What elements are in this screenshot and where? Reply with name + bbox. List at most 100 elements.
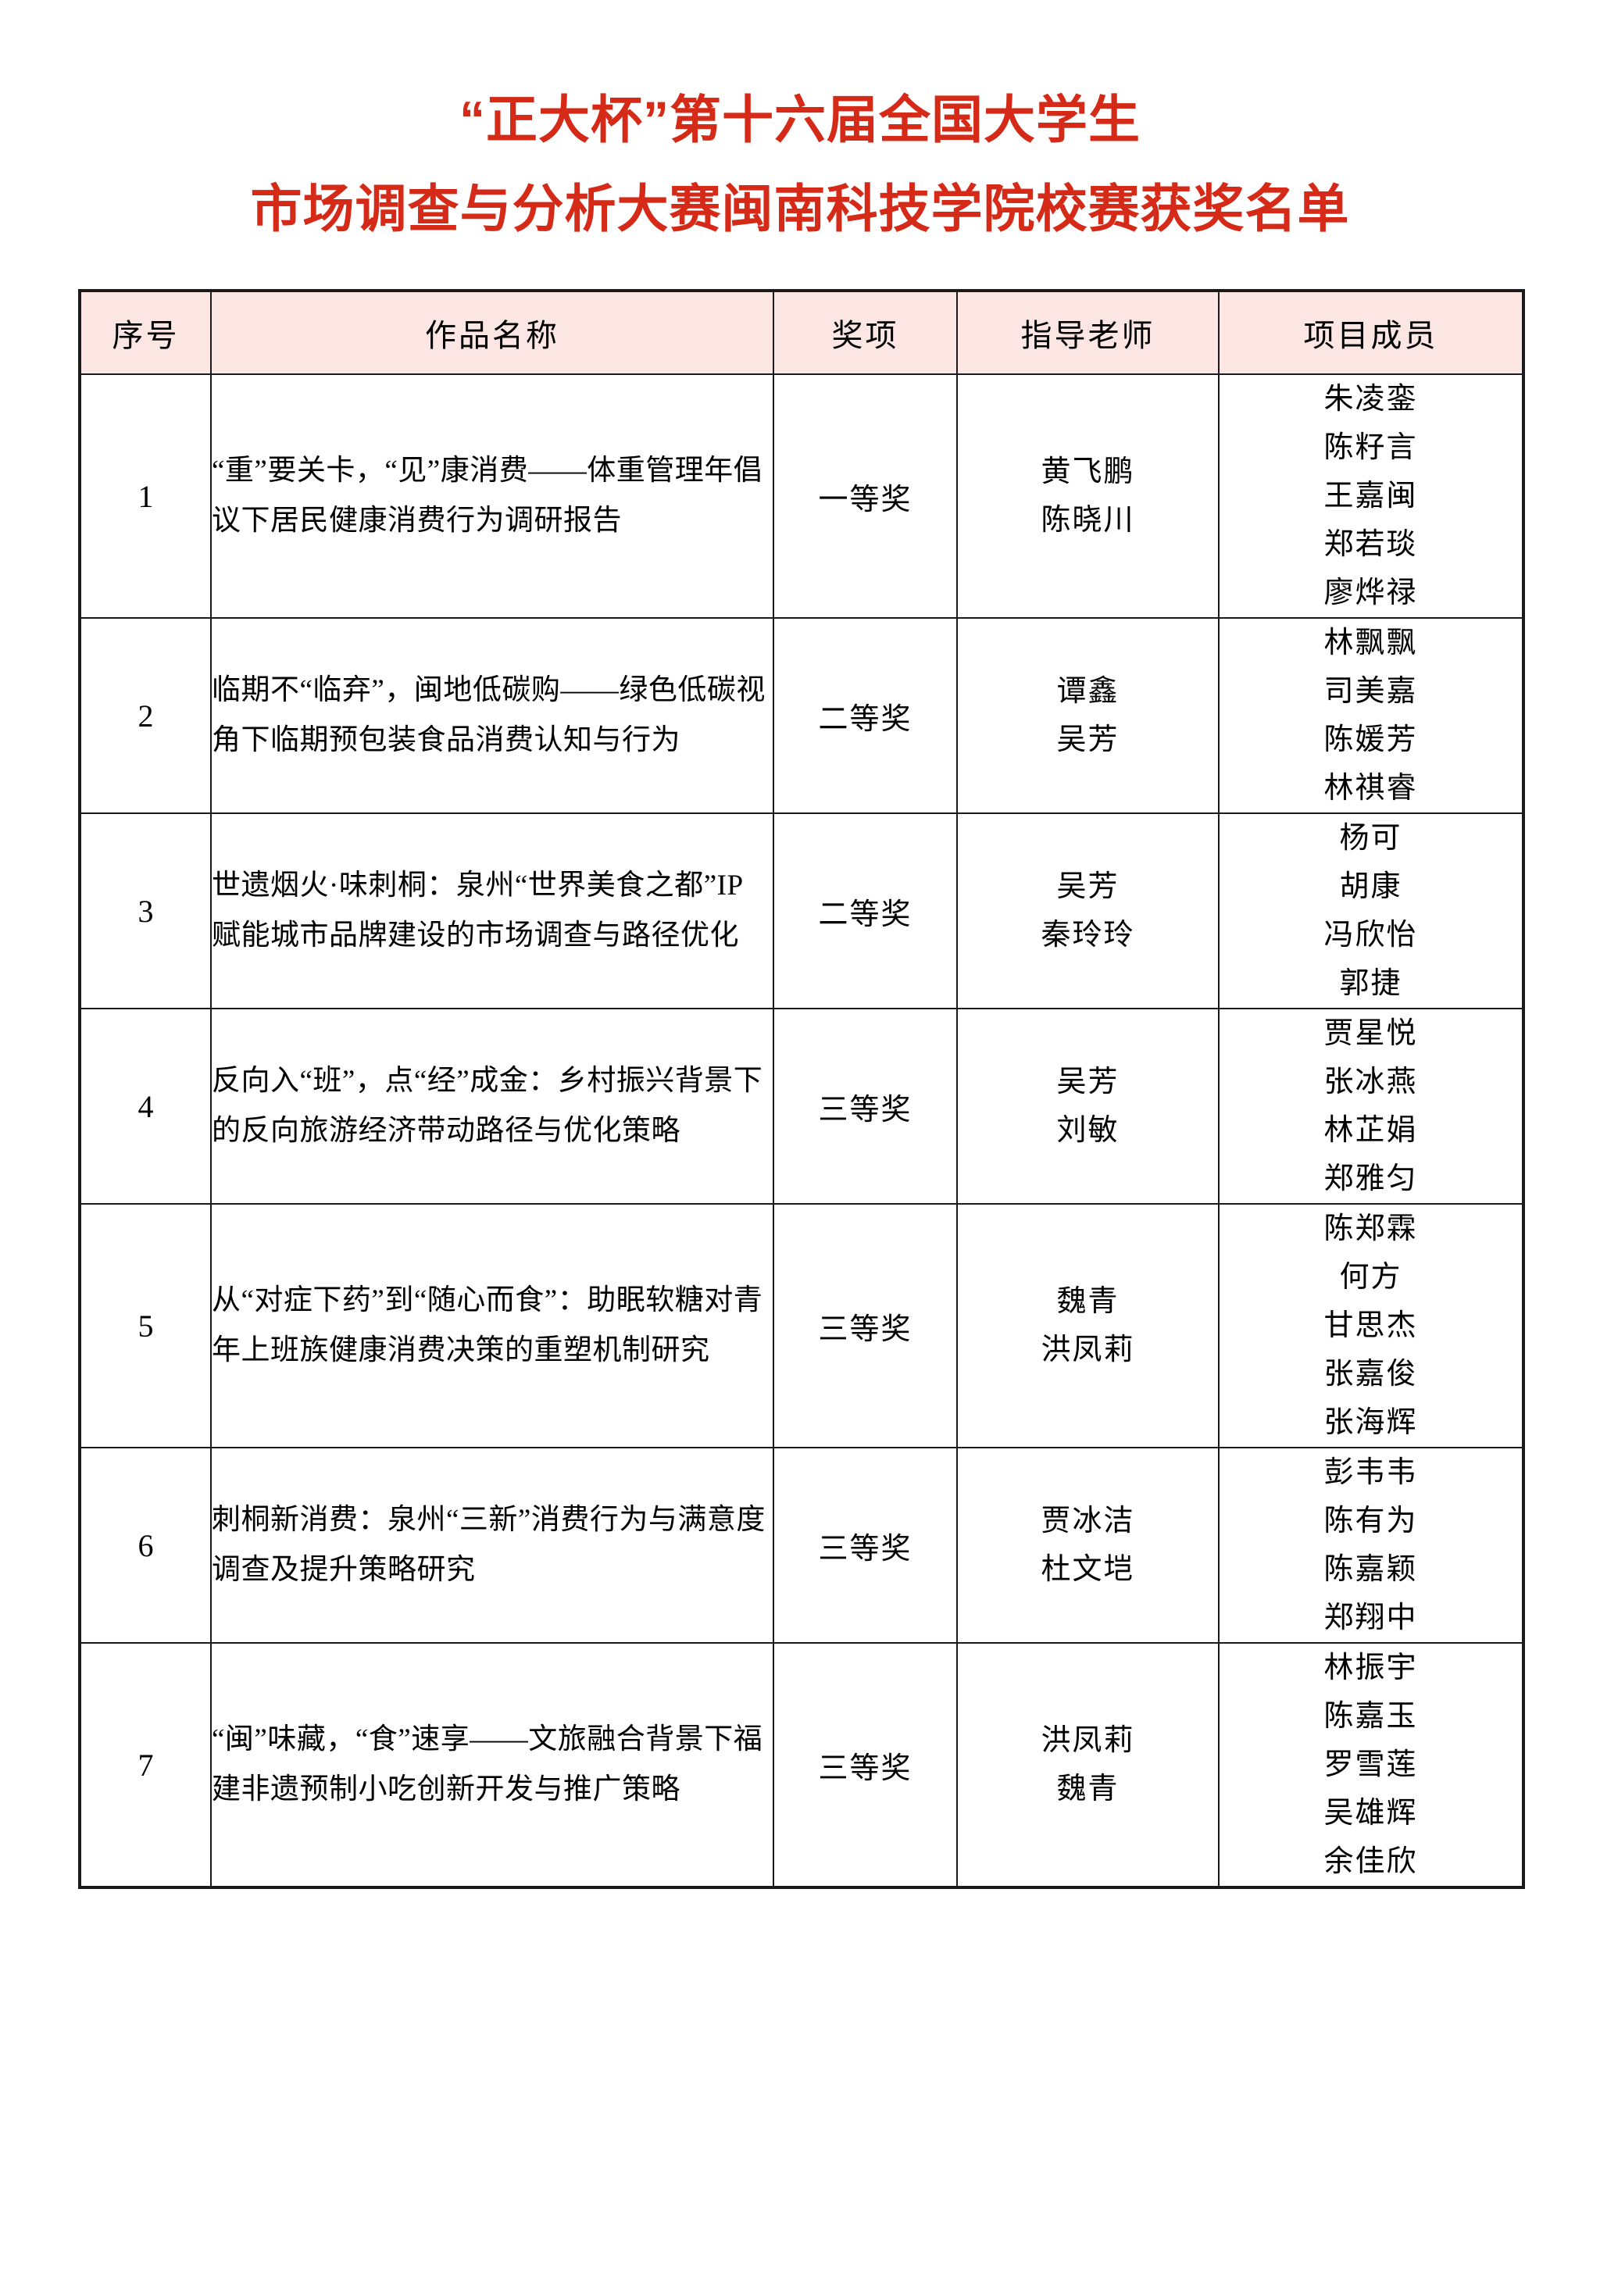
member-name: 陈媛芳	[1323, 723, 1418, 756]
table-body: 1 “重”要关卡，“见”康消费——体重管理年倡议下居民健康消费行为调研报告 一等奖黄…	[79, 373, 1524, 1888]
cell-index: 5	[79, 1203, 212, 1448]
teacher-name: 魏青	[1056, 1285, 1120, 1318]
member-name: 郭捷	[1339, 967, 1402, 1000]
member-name: 杨可	[1339, 822, 1402, 855]
member-name: 张海辉	[1323, 1406, 1418, 1439]
document-title: “正大杯”第十六届全国大学生 市场调查与分析大赛闽南科技学院校赛获奖名单	[0, 0, 1600, 241]
column-header-index: 序号	[79, 290, 212, 375]
award-table: 序号 作品名称 奖项 指导老师 项目成员 1 “重”要关卡，“见”康消费——体重管…	[78, 289, 1525, 1889]
member-name: 林祺睿	[1323, 772, 1418, 805]
cell-project-title: 刺桐新消费：泉州“三新”消费行为与满意度调查及提升策略研究	[210, 1447, 774, 1644]
cell-award: 一等奖	[773, 373, 958, 619]
teacher-name: 刘敏	[1056, 1114, 1120, 1147]
member-name: 郑翔中	[1323, 1601, 1418, 1634]
member-name: 罗雪莲	[1323, 1748, 1418, 1781]
cell-members: 彭韦韦陈有为陈嘉颖郑翔中	[1218, 1447, 1524, 1644]
member-name: 张冰燕	[1323, 1066, 1418, 1098]
member-name: 林芷娟	[1323, 1114, 1418, 1147]
cell-members: 朱凌銮陈籽言王嘉闽郑若琰廖烨禄	[1218, 373, 1524, 619]
column-header-title: 作品名称	[210, 290, 774, 375]
cell-project-title: 反向入“班”，点“经”成金：乡村振兴背景下的反向旅游经济带动路径与优化策略	[210, 1008, 774, 1205]
title-line-2: 市场调查与分析大赛闽南科技学院校赛获奖名单	[250, 180, 1350, 237]
cell-members: 贾星悦张冰燕林芷娟郑雅匀	[1218, 1008, 1524, 1205]
cell-award: 三等奖	[773, 1008, 958, 1205]
cell-members: 林振宇陈嘉玉罗雪莲吴雄辉余佳欣	[1218, 1642, 1524, 1888]
member-name: 陈嘉颖	[1323, 1553, 1418, 1586]
member-name: 陈郑霖	[1323, 1212, 1418, 1245]
member-name: 陈有为	[1323, 1505, 1418, 1537]
cell-teachers: 魏青 洪凤莉	[956, 1203, 1220, 1448]
member-name: 王嘉闽	[1323, 480, 1418, 512]
cell-index: 7	[79, 1642, 212, 1888]
cell-project-title: 临期不“临弃”，闽地低碳购——绿色低碳视角下临期预包装食品消费认知与行为	[210, 617, 774, 814]
table-header-row: 序号 作品名称 奖项 指导老师 项目成员	[79, 290, 1524, 375]
cell-award: 三等奖	[773, 1203, 958, 1448]
cell-teachers: 吴芳 秦玲玲	[956, 812, 1220, 1009]
cell-teachers: 贾冰洁 杜文垲	[956, 1447, 1220, 1644]
teacher-name: 杜文垲	[1041, 1553, 1135, 1586]
member-name: 陈籽言	[1323, 431, 1418, 464]
member-name: 何方	[1339, 1261, 1402, 1294]
teacher-name: 洪凤莉	[1041, 1334, 1135, 1366]
member-name: 彭韦韦	[1323, 1456, 1418, 1489]
member-name: 张嘉俊	[1323, 1358, 1418, 1391]
cell-project-title: “重”要关卡，“见”康消费——体重管理年倡议下居民健康消费行为调研报告	[210, 373, 774, 619]
cell-index: 6	[79, 1447, 212, 1644]
teacher-name: 吴芳	[1056, 723, 1120, 756]
cell-teachers: 黄飞鹏 陈晓川	[956, 373, 1220, 619]
table-row: 1 “重”要关卡，“见”康消费——体重管理年倡议下居民健康消费行为调研报告 一等奖黄…	[79, 373, 1524, 619]
cell-index: 2	[79, 617, 212, 814]
cell-project-title: “闽”味藏，“食”速享——文旅融合背景下福建非遗预制小吃创新开发与推广策略	[210, 1642, 774, 1888]
cell-project-title: 世遗烟火·味刺桐：泉州“世界美食之都”IP赋能城市品牌建设的市场调查与路径优化	[210, 812, 774, 1009]
cell-award: 三等奖	[773, 1447, 958, 1644]
member-name: 郑雅匀	[1323, 1162, 1418, 1195]
table-row: 5 从“对症下药”到“随心而食”：助眠软糖对青年上班族健康消费决策的重塑机制研究三…	[79, 1203, 1524, 1448]
cell-teachers: 吴芳 刘敏	[956, 1008, 1220, 1205]
table-header: 序号 作品名称 奖项 指导老师 项目成员	[79, 290, 1524, 375]
teacher-name: 谭鑫	[1056, 675, 1120, 708]
table-row: 2 临期不“临弃”，闽地低碳购——绿色低碳视角下临期预包装食品消费认知与行为 二等奖…	[79, 617, 1524, 814]
cell-members: 林飘飘司美嘉陈媛芳林祺睿	[1218, 617, 1524, 814]
member-name: 胡康	[1339, 870, 1402, 903]
teacher-name: 陈晓川	[1041, 504, 1135, 537]
member-name: 甘思杰	[1323, 1309, 1418, 1342]
member-name: 朱凌銮	[1323, 383, 1418, 416]
table-row: 3 世遗烟火·味刺桐：泉州“世界美食之都”IP赋能城市品牌建设的市场调查与路径优化…	[79, 812, 1524, 1009]
member-name: 林振宇	[1323, 1651, 1418, 1684]
cell-index: 3	[79, 812, 212, 1009]
teacher-name: 秦玲玲	[1041, 919, 1135, 952]
cell-award: 三等奖	[773, 1642, 958, 1888]
column-header-members: 项目成员	[1218, 290, 1524, 375]
column-header-teacher: 指导老师	[956, 290, 1220, 375]
cell-index: 4	[79, 1008, 212, 1205]
teacher-name: 洪凤莉	[1041, 1724, 1135, 1757]
table-row: 6 刺桐新消费：泉州“三新”消费行为与满意度调查及提升策略研究 三等奖 贾冰洁 杜文垲彭…	[79, 1447, 1524, 1644]
teacher-name: 黄飞鹏	[1041, 455, 1135, 488]
member-name: 陈嘉玉	[1323, 1700, 1418, 1733]
member-name: 林飘飘	[1323, 627, 1418, 659]
teacher-name: 贾冰洁	[1041, 1505, 1135, 1537]
table-row: 4 反向入“班”，点“经”成金：乡村振兴背景下的反向旅游经济带动路径与优化策略 三等…	[79, 1008, 1524, 1205]
cell-teachers: 洪凤莉 魏青	[956, 1642, 1220, 1888]
cell-index: 1	[79, 373, 212, 619]
teacher-name: 魏青	[1056, 1773, 1120, 1805]
cell-project-title: 从“对症下药”到“随心而食”：助眠软糖对青年上班族健康消费决策的重塑机制研究	[210, 1203, 774, 1448]
cell-members: 陈郑霖何方甘思杰张嘉俊张海辉	[1218, 1203, 1524, 1448]
table-row: 7 “闽”味藏，“食”速享——文旅融合背景下福建非遗预制小吃创新开发与推广策略 三等…	[79, 1642, 1524, 1888]
title-line-1: “正大杯”第十六届全国大学生	[459, 91, 1141, 148]
teacher-name: 吴芳	[1056, 870, 1120, 903]
teacher-name: 吴芳	[1056, 1066, 1120, 1098]
cell-award: 二等奖	[773, 812, 958, 1009]
award-table-wrapper: 序号 作品名称 奖项 指导老师 项目成员 1 “重”要关卡，“见”康消费——体重管…	[78, 289, 1525, 1889]
member-name: 司美嘉	[1323, 675, 1418, 708]
cell-award: 二等奖	[773, 617, 958, 814]
member-name: 廖烨禄	[1323, 577, 1418, 609]
cell-teachers: 谭鑫 吴芳	[956, 617, 1220, 814]
member-name: 郑若琰	[1323, 528, 1418, 561]
cell-members: 杨可 胡康 冯欣怡 郭捷	[1218, 812, 1524, 1009]
member-name: 贾星悦	[1323, 1017, 1418, 1050]
member-name: 冯欣怡	[1323, 919, 1418, 952]
member-name: 余佳欣	[1323, 1845, 1418, 1878]
member-name: 吴雄辉	[1323, 1797, 1418, 1830]
